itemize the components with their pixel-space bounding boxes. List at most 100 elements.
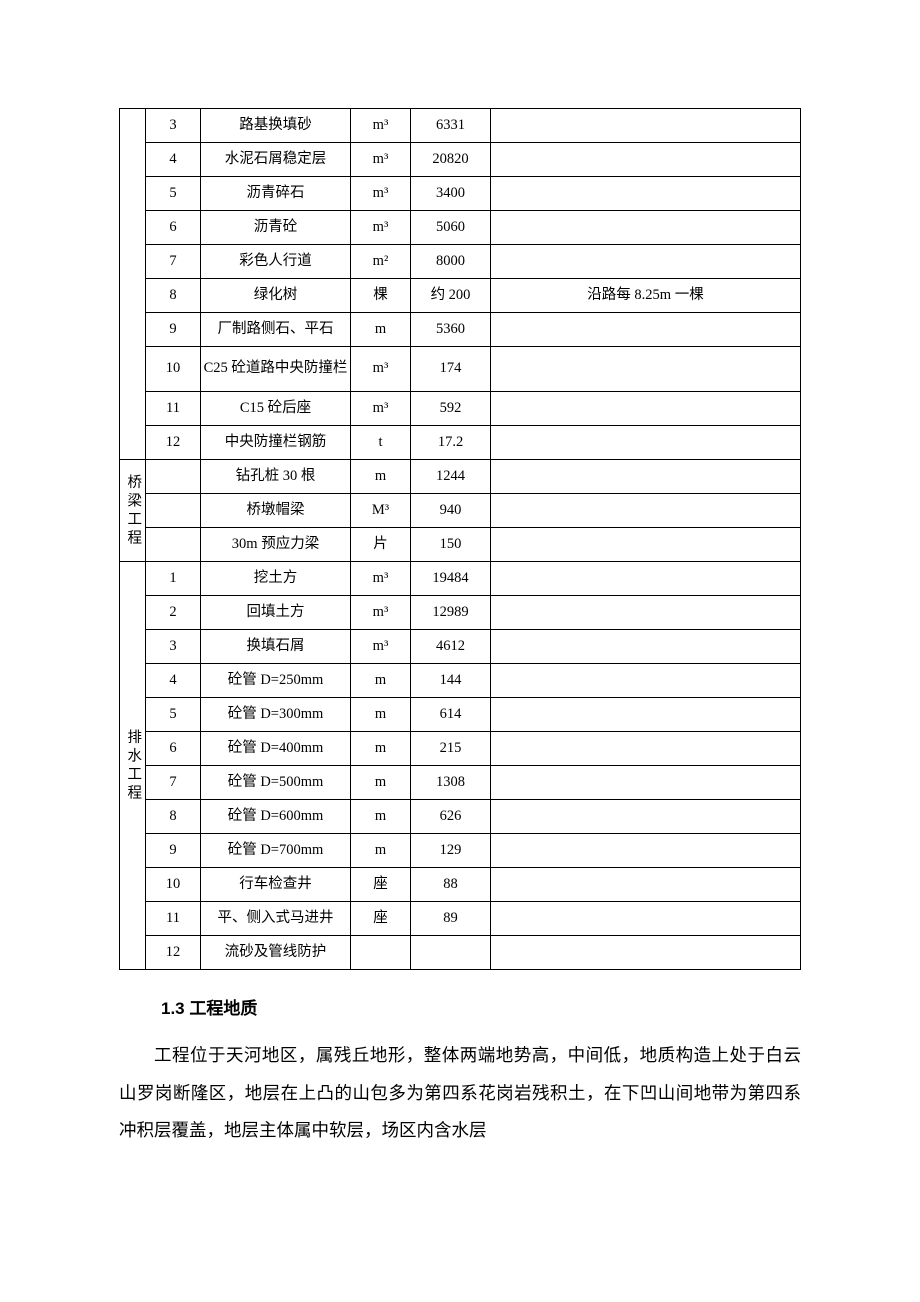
unit-cell: 棵 [351, 279, 411, 313]
unit-cell: m³ [351, 562, 411, 596]
note-cell [491, 177, 801, 211]
index-cell: 2 [146, 596, 201, 630]
index-cell: 6 [146, 732, 201, 766]
unit-cell: m³ [351, 630, 411, 664]
name-cell: 沥青碎石 [201, 177, 351, 211]
table-row: 3路基换填砂m³6331 [120, 109, 801, 143]
index-cell: 10 [146, 347, 201, 392]
table-row: 7彩色人行道m²8000 [120, 245, 801, 279]
table-row: 5砼管 D=300mmm614 [120, 698, 801, 732]
note-cell [491, 211, 801, 245]
table-row: 桥墩帽梁M³940 [120, 494, 801, 528]
body-paragraph: 工程位于天河地区，属残丘地形，整体两端地势高，中间低，地质构造上处于白云山罗岗断… [119, 1037, 801, 1150]
quantity-cell: 592 [411, 392, 491, 426]
index-cell: 11 [146, 392, 201, 426]
note-cell [491, 732, 801, 766]
quantity-cell: 614 [411, 698, 491, 732]
unit-cell: m [351, 800, 411, 834]
table-row: 11C15 砼后座m³592 [120, 392, 801, 426]
table-row: 桥梁工程钻孔桩 30 根m1244 [120, 460, 801, 494]
section-number: 1.3 [161, 999, 185, 1018]
note-cell [491, 834, 801, 868]
unit-cell: m [351, 732, 411, 766]
index-cell: 6 [146, 211, 201, 245]
unit-cell: m² [351, 245, 411, 279]
category-cell [120, 109, 146, 460]
name-cell: 换填石屑 [201, 630, 351, 664]
table-row: 5沥青碎石m³3400 [120, 177, 801, 211]
unit-cell: m³ [351, 211, 411, 245]
name-cell: 中央防撞栏钢筋 [201, 426, 351, 460]
name-cell: 厂制路侧石、平石 [201, 313, 351, 347]
name-cell: 水泥石屑稳定层 [201, 143, 351, 177]
unit-cell [351, 936, 411, 970]
index-cell: 7 [146, 766, 201, 800]
index-cell: 7 [146, 245, 201, 279]
name-cell: 砼管 D=250mm [201, 664, 351, 698]
quantity-cell: 174 [411, 347, 491, 392]
unit-cell: m³ [351, 143, 411, 177]
note-cell [491, 392, 801, 426]
name-cell: 彩色人行道 [201, 245, 351, 279]
quantity-cell: 20820 [411, 143, 491, 177]
table-row: 7砼管 D=500mmm1308 [120, 766, 801, 800]
name-cell: C25 砼道路中央防撞栏 [201, 347, 351, 392]
name-cell: 沥青砼 [201, 211, 351, 245]
note-cell [491, 143, 801, 177]
quantity-cell: 5060 [411, 211, 491, 245]
table-row: 12流砂及管线防护 [120, 936, 801, 970]
quantity-cell [411, 936, 491, 970]
note-cell [491, 245, 801, 279]
unit-cell: m³ [351, 347, 411, 392]
note-cell [491, 936, 801, 970]
unit-cell: m [351, 766, 411, 800]
index-cell: 10 [146, 868, 201, 902]
index-cell [146, 528, 201, 562]
note-cell [491, 664, 801, 698]
unit-cell: m³ [351, 109, 411, 143]
note-cell [491, 698, 801, 732]
unit-cell: m [351, 698, 411, 732]
table-row: 11平、侧入式马进井座89 [120, 902, 801, 936]
table-row: 9厂制路侧石、平石m5360 [120, 313, 801, 347]
table-row: 12中央防撞栏钢筋t17.2 [120, 426, 801, 460]
name-cell: 流砂及管线防护 [201, 936, 351, 970]
unit-cell: 片 [351, 528, 411, 562]
note-cell [491, 494, 801, 528]
quantity-cell: 626 [411, 800, 491, 834]
table-row: 8绿化树棵约 200沿路每 8.25m 一棵 [120, 279, 801, 313]
unit-cell: t [351, 426, 411, 460]
note-cell [491, 313, 801, 347]
name-cell: 砼管 D=400mm [201, 732, 351, 766]
quantities-table: 3路基换填砂m³63314水泥石屑稳定层m³208205沥青碎石m³34006沥… [119, 108, 801, 970]
table-row: 6沥青砼m³5060 [120, 211, 801, 245]
quantity-cell: 129 [411, 834, 491, 868]
table-row: 8砼管 D=600mmm626 [120, 800, 801, 834]
index-cell: 5 [146, 698, 201, 732]
name-cell: 砼管 D=600mm [201, 800, 351, 834]
name-cell: 钻孔桩 30 根 [201, 460, 351, 494]
index-cell: 5 [146, 177, 201, 211]
note-cell [491, 460, 801, 494]
index-cell: 12 [146, 426, 201, 460]
table-row: 4水泥石屑稳定层m³20820 [120, 143, 801, 177]
index-cell: 3 [146, 630, 201, 664]
quantity-cell: 5360 [411, 313, 491, 347]
table-row: 2回填土方m³12989 [120, 596, 801, 630]
unit-cell: m³ [351, 177, 411, 211]
note-cell [491, 800, 801, 834]
quantity-cell: 1244 [411, 460, 491, 494]
note-cell [491, 630, 801, 664]
quantity-cell: 89 [411, 902, 491, 936]
quantity-cell: 88 [411, 868, 491, 902]
index-cell: 4 [146, 143, 201, 177]
quantity-cell: 150 [411, 528, 491, 562]
quantity-cell: 12989 [411, 596, 491, 630]
index-cell: 11 [146, 902, 201, 936]
note-cell: 沿路每 8.25m 一棵 [491, 279, 801, 313]
table-row: 10C25 砼道路中央防撞栏m³174 [120, 347, 801, 392]
unit-cell: 座 [351, 902, 411, 936]
name-cell: 砼管 D=300mm [201, 698, 351, 732]
table-row: 3换填石屑m³4612 [120, 630, 801, 664]
quantity-cell: 6331 [411, 109, 491, 143]
